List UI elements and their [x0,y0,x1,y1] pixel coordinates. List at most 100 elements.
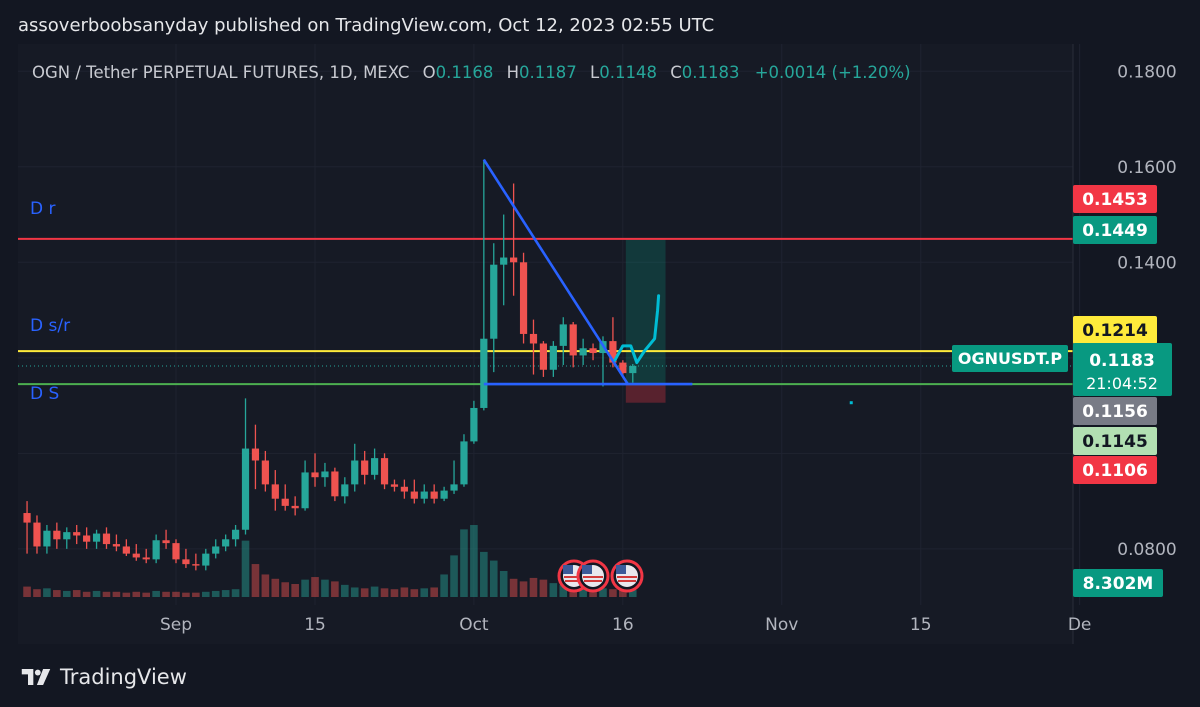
close-label: C [670,63,682,82]
projection-drawing [613,294,661,365]
volume-bar [291,583,299,597]
volume-bar [380,588,389,597]
candle-body [33,522,41,547]
descending-trendline [482,158,629,385]
volume-bar [559,584,568,597]
candle-body [470,407,478,442]
price-label-text: 0.1214 [1082,321,1148,341]
price-label-box [1073,397,1157,425]
candle-body [589,348,597,354]
volume-bar [311,577,319,597]
y-tick-label: 0.1800 [1117,62,1176,82]
candle-body [231,529,240,540]
candle-body [122,546,130,554]
candle-body [102,533,111,545]
candle-body [410,491,418,499]
candle-body [53,530,61,540]
candle-body [301,472,309,509]
volume-bar [489,560,498,597]
volume-bar [142,592,151,597]
us-event-icon[interactable] [576,559,610,593]
candle-body [291,505,299,509]
volume-bar [460,529,468,597]
candle-body [351,460,359,485]
candle-body [549,345,557,370]
volume-bar [450,555,458,597]
price-label-box [1073,456,1157,484]
high-value: 0.1187 [519,63,577,82]
marker-dot [849,401,853,405]
candle-body [450,484,458,491]
volume-bar [599,588,607,597]
volume-bar [331,581,339,597]
candle-body [629,365,637,374]
symbol-tag-text: OGNUSDT.P [958,349,1062,368]
volume-bar [221,590,230,597]
candle-body [400,486,408,492]
price-label-text: 0.1145 [1082,432,1148,452]
open-label: O [422,63,436,82]
volume-bar [579,583,587,597]
volume-bar [172,591,180,597]
volume-bar [281,582,290,597]
volume-bar [72,590,81,597]
candle-body [490,264,498,339]
volume-bar [102,591,111,597]
volume-bar [241,540,250,597]
candle-body [361,460,369,475]
volume-bar [480,551,488,597]
candle-body [172,543,180,560]
volume-bar [261,574,270,597]
candle-body [510,257,518,263]
volume-bar [609,589,617,597]
price-label-text: 0.1453 [1082,190,1148,210]
volume-bar [400,587,409,597]
price-label-text: 0.1156 [1082,402,1148,422]
candle-body [182,559,190,565]
us-event-icon[interactable] [610,559,644,593]
volume-bar [430,587,438,597]
price-label-box [1073,216,1157,244]
candle-body [281,498,289,506]
volume-bar [440,574,448,597]
volume-bar [271,578,280,597]
candle-body [261,460,269,485]
x-tick-label: 16 [612,615,634,635]
candle-body [162,540,170,544]
volume-bar [529,577,538,597]
volume-bar [509,578,518,597]
candle-body [519,262,528,334]
price-label-box [1073,316,1157,344]
volume-bar [192,592,200,597]
volume-bar [132,591,141,597]
volume-bar [23,586,31,597]
candle-body [241,448,250,530]
volume-bar [301,579,309,597]
volume-bar [519,581,528,597]
close-value: 0.1183 [681,63,740,82]
candle-body [569,324,577,356]
high-label: H [506,63,520,82]
price-label-box [1073,427,1157,455]
candle-body [73,532,81,536]
candle-body [440,490,448,499]
volume-bar [112,591,121,597]
candle-body [23,513,31,523]
tradingview-brand: TradingView [60,665,187,689]
volume-bar [341,584,349,597]
volume-bar [390,589,399,597]
symbol-title[interactable]: OGN / Tether PERPETUAL FUTURES, 1D, MEXC [32,63,410,82]
volume-bar [410,589,419,597]
candle-body [152,540,160,560]
tradingview-footer[interactable]: TradingView [20,665,187,689]
volume-bar [321,579,329,597]
candle-body [460,441,468,485]
volume-bar [619,589,627,597]
volume-bar [470,525,478,597]
volume-bar [82,591,91,597]
y-tick-label: 0.1400 [1117,253,1176,273]
volume-bar [628,590,637,597]
candle-body [83,535,91,542]
candle-body [192,564,200,566]
